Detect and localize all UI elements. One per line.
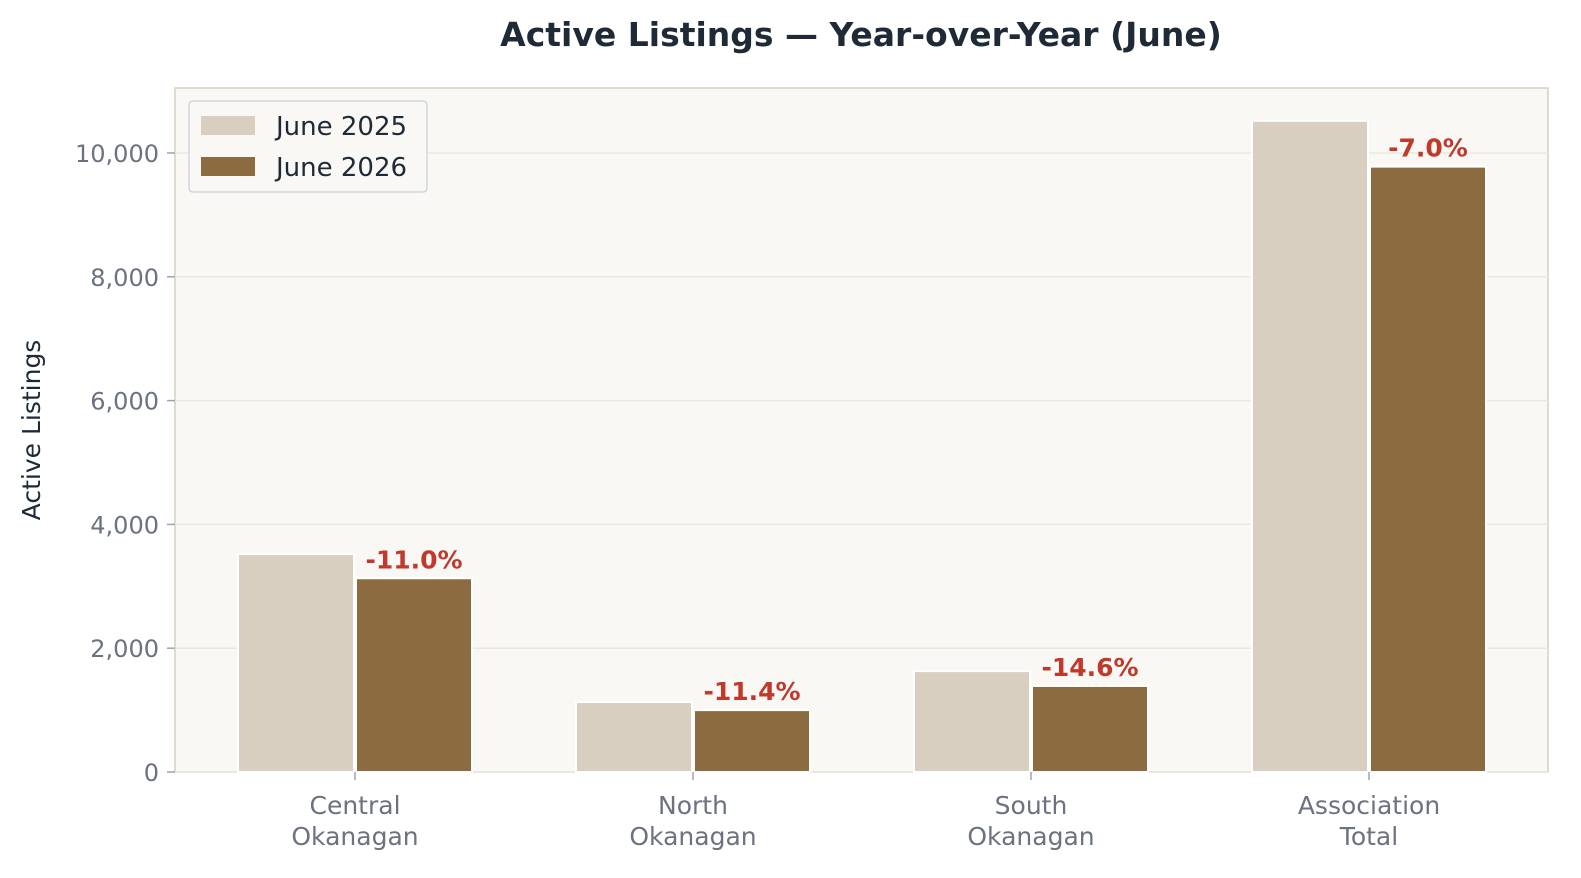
x-axis: CentralOkanaganNorthOkanaganSouthOkanaga… <box>291 772 1440 851</box>
y-tick-label: 4,000 <box>90 511 159 539</box>
annotations-group: -11.0% -11.4% -14.6% -7.0% <box>365 134 1467 706</box>
x-tick-label: Okanagan <box>967 822 1094 851</box>
change-annotation: -14.6% <box>1041 653 1138 682</box>
y-axis: 0 2,000 4,000 6,000 8,000 10,000 <box>75 140 175 787</box>
bar-june-2026-2 <box>1031 684 1149 773</box>
x-tick-label: Okanagan <box>291 822 418 851</box>
y-axis-label: Active Listings <box>17 340 46 521</box>
y-tick-label: 0 <box>144 759 159 787</box>
y-tick-label: 6,000 <box>90 388 159 416</box>
bar-june-2026-1 <box>693 709 811 773</box>
y-tick-label: 8,000 <box>90 264 159 292</box>
bar-june-2025-2 <box>913 670 1031 773</box>
legend: June 2025 June 2026 <box>188 100 428 193</box>
legend-swatch <box>201 157 255 176</box>
x-tick-label: Central <box>309 791 400 820</box>
x-tick-label: South <box>995 791 1068 820</box>
legend-label: June 2026 <box>274 153 407 183</box>
x-tick-label: Okanagan <box>629 822 756 851</box>
change-annotation: -11.0% <box>365 545 462 574</box>
legend-swatch <box>201 116 255 135</box>
bar-june-2026-0 <box>355 577 473 773</box>
bar-june-2025-3 <box>1251 119 1369 773</box>
x-tick-label: Total <box>1339 822 1398 851</box>
x-tick-label: Association <box>1298 791 1440 820</box>
change-annotation: -11.4% <box>703 677 800 706</box>
bar-june-2025-0 <box>237 553 355 773</box>
y-tick-label: 10,000 <box>75 140 159 168</box>
y-tick-label: 2,000 <box>90 635 159 663</box>
chart-title: Active Listings — Year-over-Year (June) <box>500 15 1222 54</box>
bars-group <box>237 119 1487 773</box>
legend-label: June 2025 <box>274 112 407 142</box>
bar-june-2025-1 <box>575 701 693 773</box>
x-tick-label: North <box>658 791 728 820</box>
change-annotation: -7.0% <box>1388 134 1468 163</box>
bar-june-2026-3 <box>1369 165 1487 773</box>
